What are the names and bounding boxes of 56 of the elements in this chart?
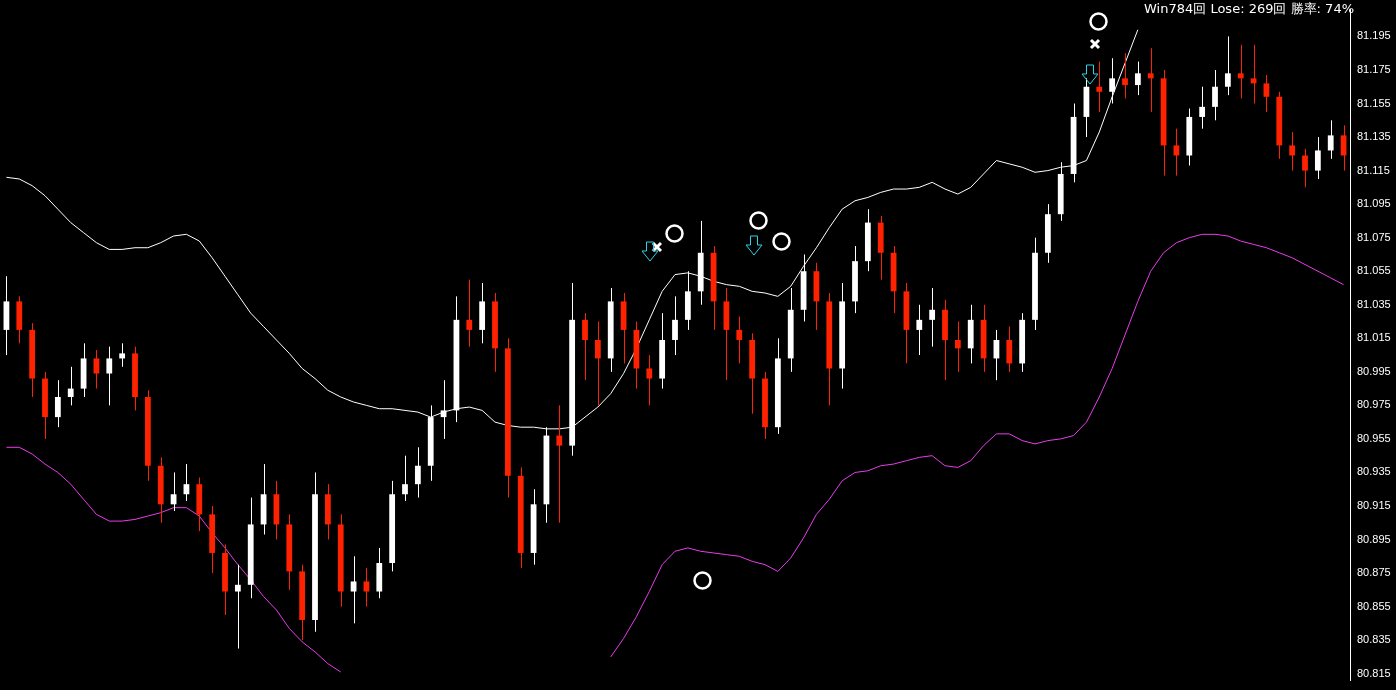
- y-tick-label: 80.995: [1357, 364, 1391, 377]
- candlestick: [54, 379, 61, 428]
- y-tick-label: 81.175: [1357, 63, 1391, 75]
- candlestick: [1096, 61, 1103, 113]
- y-tick-label: 81.055: [1357, 264, 1391, 277]
- y-tick-label: 80.895: [1357, 532, 1391, 545]
- candlestick: [929, 287, 936, 348]
- candlestick: [67, 366, 74, 406]
- candlestick: [234, 564, 241, 650]
- candlestick: [1263, 74, 1270, 113]
- candlestick: [93, 349, 100, 390]
- candlestick: [1134, 61, 1141, 96]
- candlestick: [1289, 131, 1296, 172]
- y-tick-label: 81.115: [1357, 163, 1390, 176]
- candlestick: [1314, 136, 1321, 180]
- y-tick-label: 80.875: [1357, 566, 1391, 579]
- y-tick-label: 81.155: [1357, 96, 1391, 109]
- y-tick-label: 81.015: [1357, 331, 1391, 344]
- candlestick: [1199, 86, 1206, 130]
- candlestick: [1302, 148, 1308, 188]
- candlestick: [119, 342, 126, 368]
- candlestick: [646, 354, 653, 406]
- y-tick-label: 81.095: [1357, 197, 1391, 210]
- y-tick-label: 80.975: [1357, 398, 1391, 411]
- annotation: Win784回 Lose: 269回 勝率: 74%: [1144, 0, 1354, 18]
- y-tick-label: 81.195: [1357, 29, 1391, 42]
- candlestick: [916, 304, 923, 356]
- candlestick: [466, 279, 473, 348]
- y-tick-label: 80.855: [1357, 599, 1391, 612]
- candlestick: [1212, 69, 1218, 121]
- y-tick-label: 80.935: [1357, 465, 1391, 478]
- y-tick-label: 81.135: [1357, 130, 1391, 143]
- y-tick-label: 81.075: [1357, 230, 1391, 243]
- y-tick-label: 80.835: [1357, 633, 1391, 646]
- candlestick: [954, 321, 961, 373]
- candlestick: [350, 555, 357, 624]
- candlestick: [1327, 119, 1334, 160]
- y-tick-label: 80.815: [1357, 666, 1391, 679]
- candlestick: [363, 567, 370, 608]
- y-tick-label: 80.915: [1357, 499, 1391, 512]
- candlestick: [1147, 47, 1154, 113]
- candlestick: [1237, 44, 1244, 99]
- candlestick: [1224, 35, 1231, 96]
- candlestick: [1109, 57, 1116, 105]
- candlestick: [672, 295, 678, 356]
- candlestick: [594, 321, 601, 406]
- candlestick: [1006, 326, 1013, 373]
- y-tick-label: 81.035: [1357, 297, 1391, 310]
- y-tick-label: 80.955: [1357, 431, 1391, 444]
- candlestick: [582, 312, 588, 381]
- candlestick: [414, 446, 421, 499]
- candlestick: [402, 455, 408, 502]
- candlestick: [106, 346, 113, 406]
- candlestick: [736, 315, 743, 364]
- candlestick: [1122, 52, 1128, 99]
- candlestick: [556, 404, 563, 524]
